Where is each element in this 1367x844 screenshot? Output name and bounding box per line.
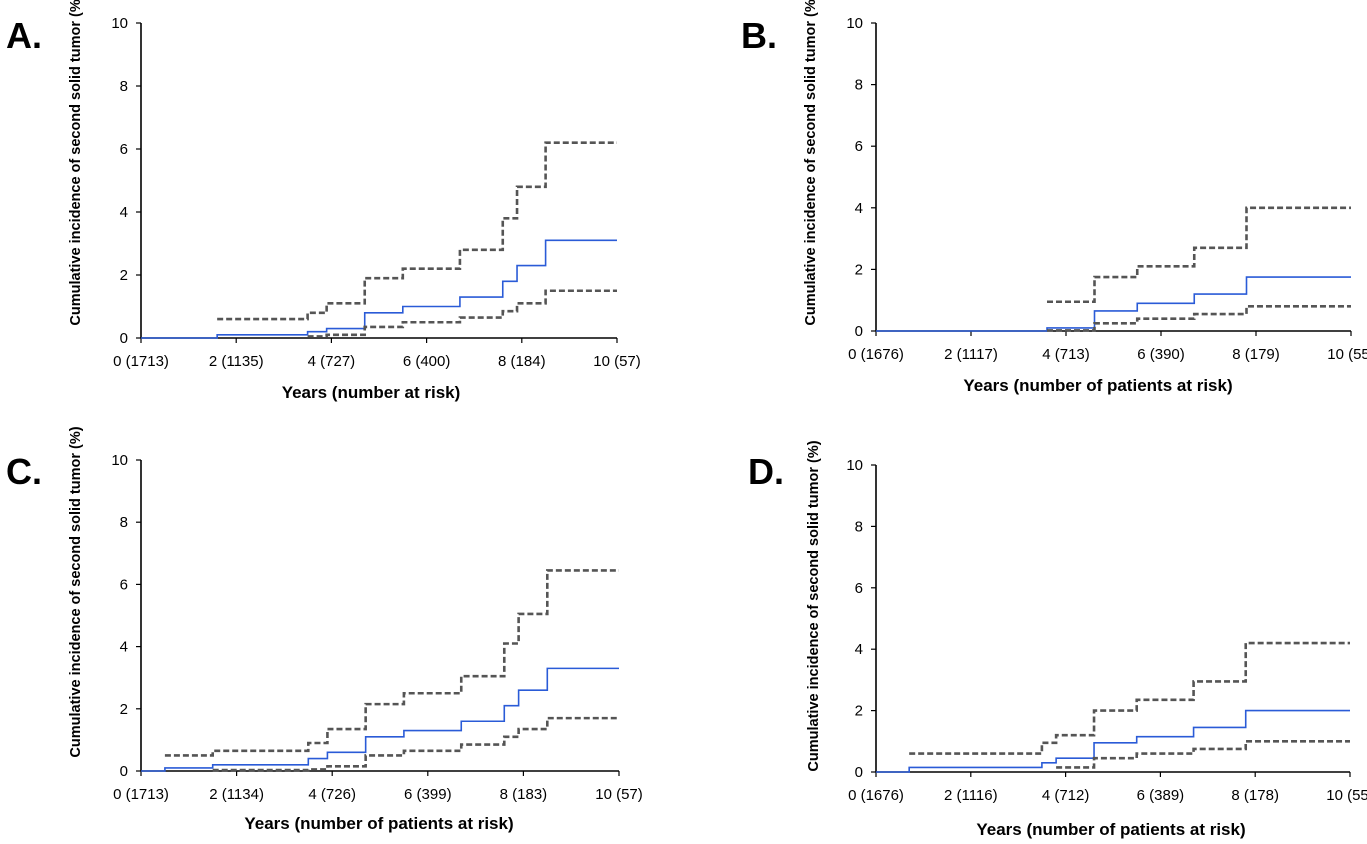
y-tick-label: 2: [855, 261, 863, 278]
x-tick-label: 0 (1713): [113, 786, 169, 803]
y-tick-label: 10: [846, 457, 863, 474]
y-tick-label: 10: [111, 452, 128, 469]
axes: 0 2 4 6 8 10 0 (1676) 2 (1117) 4 (713) 6 (390) 8 (…: [846, 15, 1367, 363]
panel-b: B. Cumulative incidence of second solid …: [741, 0, 1367, 395]
x-axis-label: Years (number of patients at risk): [976, 820, 1245, 839]
axes: 0 2 4 6 8 10 0 (1713) 2 (1135) 4 (727) 6 (400) 8 (…: [111, 15, 640, 370]
y-tick-label: 8: [120, 78, 128, 95]
panel-label: B.: [741, 15, 777, 56]
x-tick-label: 0 (1713): [113, 353, 169, 370]
y-tick-label: 10: [111, 15, 128, 32]
x-tick-label: 4 (726): [308, 786, 356, 803]
y-tick-label: 0: [855, 764, 863, 781]
lower-ci-line: [1056, 740, 1350, 769]
x-tick-label: 2 (1134): [209, 786, 264, 803]
x-tick-label: 8 (184): [498, 353, 546, 370]
x-tick-label: 10 (55): [1327, 346, 1367, 363]
y-tick-label: 4: [120, 204, 128, 221]
series-layer: [876, 206, 1351, 332]
panel-c: C. Cumulative incidence of second solid …: [6, 426, 643, 833]
x-tick-label: 4 (713): [1042, 346, 1090, 363]
x-tick-label: 10 (57): [593, 353, 641, 370]
y-tick-label: 2: [120, 701, 128, 718]
x-tick-label: 0 (1676): [848, 787, 904, 804]
upper-ci-line: [217, 141, 617, 321]
series-layer: [876, 641, 1350, 773]
y-tick-label: 2: [120, 267, 128, 284]
upper-ci-line: [909, 641, 1350, 755]
x-tick-label: 8 (179): [1232, 346, 1280, 363]
panel-a: A. Cumulative incidence of second solid …: [6, 0, 641, 402]
upper-ci-line: [164, 569, 619, 757]
x-tick-label: 0 (1676): [848, 346, 904, 363]
panel-label: C.: [6, 451, 42, 492]
panel-label: D.: [748, 451, 784, 492]
axes: 0 2 4 6 8 10 0 (1676) 2 (1116) 4 (712) 6 (389) 8 (…: [846, 457, 1367, 804]
y-tick-label: 6: [855, 138, 863, 155]
y-tick-label: 4: [120, 639, 128, 656]
series-layer: [141, 141, 617, 339]
x-axis-label: Years (number at risk): [282, 383, 461, 402]
x-tick-label: 6 (389): [1137, 787, 1185, 804]
panel-label: A.: [6, 15, 42, 56]
x-tick-label: 10 (55): [1326, 787, 1367, 804]
y-axis-label: Cumulative incidence of second solid tum…: [803, 0, 819, 326]
y-axis-label: Cumulative incidence of second solid tum…: [68, 0, 84, 326]
y-tick-label: 8: [855, 518, 863, 535]
x-tick-label: 4 (727): [308, 353, 356, 370]
lower-ci-line: [1047, 305, 1351, 332]
y-tick-label: 8: [855, 77, 863, 94]
axes: 0 2 4 6 8 10 0 (1713) 2 (1134) 4 (726) 6 (399) 8 (…: [111, 452, 642, 803]
lower-ci-line: [212, 716, 619, 772]
x-tick-label: 10 (57): [595, 786, 643, 803]
y-tick-label: 2: [855, 703, 863, 720]
x-tick-label: 8 (178): [1231, 787, 1279, 804]
estimate-line: [141, 239, 617, 339]
series-layer: [141, 569, 619, 772]
upper-ci-line: [1047, 206, 1351, 304]
y-tick-label: 6: [855, 580, 863, 597]
lower-ci-line: [307, 289, 617, 338]
x-tick-label: 4 (712): [1042, 787, 1090, 804]
x-tick-label: 6 (400): [403, 353, 451, 370]
y-tick-label: 6: [120, 576, 128, 593]
estimate-line: [876, 709, 1350, 773]
estimate-line: [876, 276, 1351, 332]
x-tick-label: 2 (1135): [209, 353, 264, 370]
x-tick-label: 8 (183): [500, 786, 548, 803]
estimate-line: [141, 667, 619, 772]
y-tick-label: 4: [855, 200, 863, 217]
x-tick-label: 2 (1116): [944, 787, 998, 804]
y-tick-label: 0: [120, 330, 128, 347]
y-axis-label: Cumulative incidence of second solid tum…: [806, 440, 822, 771]
y-tick-label: 6: [120, 141, 128, 158]
x-tick-label: 6 (399): [404, 786, 452, 803]
y-tick-label: 0: [855, 323, 863, 340]
y-tick-label: 8: [120, 514, 128, 531]
x-tick-label: 2 (1117): [944, 346, 998, 363]
x-axis-label: Years (number of patients at risk): [963, 376, 1232, 395]
x-axis-label: Years (number of patients at risk): [244, 814, 513, 833]
y-tick-label: 10: [846, 15, 863, 32]
y-tick-label: 4: [855, 641, 863, 658]
panel-d: D. Cumulative incidence of second solid …: [748, 440, 1367, 839]
x-tick-label: 6 (390): [1137, 346, 1185, 363]
y-tick-label: 0: [120, 763, 128, 780]
y-axis-label: Cumulative incidence of second solid tum…: [68, 426, 84, 757]
